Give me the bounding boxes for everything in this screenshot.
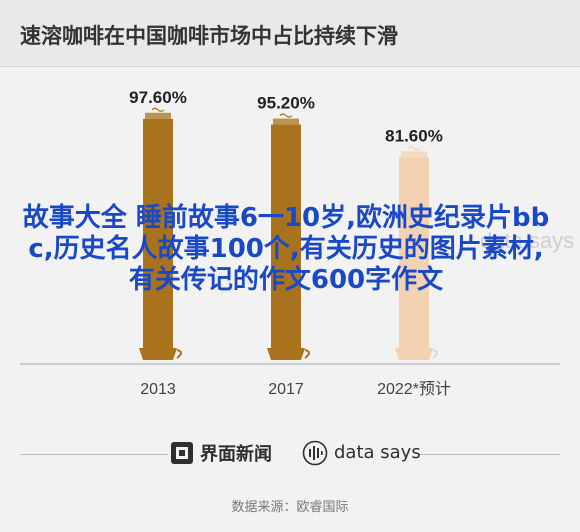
cup xyxy=(139,348,177,360)
data-label: 95.20% xyxy=(257,94,315,113)
x-tick-labels: 2013 2017 2022*预计 xyxy=(140,380,451,398)
footer-divider-left xyxy=(20,454,168,455)
jiemian-logo-icon xyxy=(171,442,193,464)
bar xyxy=(399,157,429,354)
watermark-text: data says xyxy=(480,228,574,253)
overlay-text: 故事大全 睡前故事6一10岁,欧洲史纪录片bbc,历史名人故事100个,有关历史… xyxy=(22,203,550,295)
bar-cap xyxy=(273,118,299,125)
cup xyxy=(395,348,433,360)
chart-title: 速溶咖啡在中国咖啡市场中占比持续下滑 xyxy=(20,24,398,48)
footer-divider-right xyxy=(418,454,560,455)
x-tick-label: 2013 xyxy=(140,381,176,398)
data-says-logo-icon xyxy=(302,440,328,466)
bar-group xyxy=(139,107,438,360)
steam-mark xyxy=(279,113,293,118)
x-tick-label: 2022*预计 xyxy=(377,380,451,398)
chart-header: 速溶咖啡在中国咖啡市场中占比持续下滑 xyxy=(0,0,580,67)
cup-handle xyxy=(432,349,438,359)
source-note: 数据来源：欧睿国际 xyxy=(231,500,349,515)
bar-chart: 97.60% 95.20% 81.60% 2013 2017 2022*预计 data … xyxy=(20,88,574,398)
data-label: 97.60% xyxy=(129,88,187,107)
cup-handle xyxy=(304,349,310,359)
cup xyxy=(267,348,305,360)
bar xyxy=(143,118,173,354)
data-label: 81.60% xyxy=(385,126,443,145)
brand-jiemian: 界面新闻 xyxy=(200,444,272,465)
brand-data-says: data says xyxy=(334,442,421,463)
bar-cap xyxy=(145,112,171,119)
bar-cap xyxy=(401,151,427,158)
steam-mark xyxy=(151,107,165,112)
data-labels: 97.60% 95.20% 81.60% xyxy=(129,88,443,146)
bar xyxy=(271,124,301,355)
x-tick-label: 2017 xyxy=(268,381,304,398)
cup-handle xyxy=(176,349,182,359)
steam-mark xyxy=(407,146,421,151)
